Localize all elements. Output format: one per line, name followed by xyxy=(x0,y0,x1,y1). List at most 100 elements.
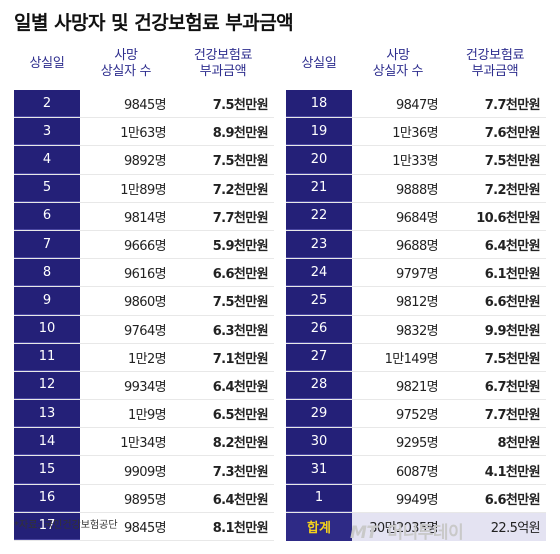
table-row: 15 9909명 7.3천만원 xyxy=(14,456,274,485)
table-row: 17 9845명 8.1천만원 xyxy=(14,512,274,541)
day-cell: 6 xyxy=(14,202,80,230)
day-cell: 10 xyxy=(14,315,80,343)
header-amount: 건강보험료 부과금액 xyxy=(465,48,525,79)
deaths-cell: 9764명 xyxy=(123,323,167,339)
day-cell: 8 xyxy=(14,259,80,287)
day-cell: 26 xyxy=(286,315,352,343)
logo-text: 머니투데이 xyxy=(387,523,464,543)
amount-cell: 6.7천만원 xyxy=(484,379,541,395)
left-rows: 2 9845명 7.5천만원 3 1만63명 8.9천만원 4 9892명 7.5천만원 5 1만8… xyxy=(14,90,274,541)
deaths-cell: 9821명 xyxy=(395,379,439,395)
day-cell: 22 xyxy=(286,202,352,230)
day-cell: 23 xyxy=(286,230,352,259)
left-table: 상실일 사망 상실자 수 건강보험료 부과금액 2 9845명 7.5천만원 3 1만6… xyxy=(14,42,274,541)
table-row: 13 1만9명 6.5천만원 xyxy=(14,400,274,429)
deaths-cell: 9684명 xyxy=(395,210,439,226)
amount-cell: 6.5천만원 xyxy=(212,408,269,424)
header-amount: 건강보험료 부과금액 xyxy=(193,48,253,79)
deaths-cell: 9832명 xyxy=(395,323,439,339)
table-row: 19 1만36명 7.6천만원 xyxy=(286,118,546,147)
deaths-cell: 9847명 xyxy=(395,98,439,114)
amount-cell: 7.7천만원 xyxy=(484,98,541,114)
day-cell: 9 xyxy=(14,287,80,315)
amount-cell: 6.6천만원 xyxy=(484,295,541,311)
table-row: 3 1만63명 8.9천만원 xyxy=(14,118,274,147)
amount-cell: 5.9천만원 xyxy=(212,239,269,255)
day-cell: 15 xyxy=(14,456,80,484)
amount-cell: 7.3천만원 xyxy=(212,464,269,480)
amount-cell: 7.5천만원 xyxy=(484,351,541,367)
header-day: 상실일 xyxy=(301,56,337,71)
amount-cell: 8.1천만원 xyxy=(212,520,269,536)
amount-cell: 6.3천만원 xyxy=(212,323,269,339)
deaths-cell: 9949명 xyxy=(395,492,439,508)
table-row: 30 9295명 8천만원 xyxy=(286,428,546,457)
deaths-cell: 1만2명 xyxy=(127,351,167,367)
amount-cell: 7.5천만원 xyxy=(212,295,269,311)
table-header: 상실일 사망 상실자 수 건강보험료 부과금액 xyxy=(286,42,546,86)
right-rows: 18 9847명 7.7천만원 19 1만36명 7.6천만원 20 1만33명 7.5천만원 2… xyxy=(286,90,546,541)
table-row: 9 9860명 7.5천만원 xyxy=(14,287,274,316)
day-cell: 29 xyxy=(286,400,352,428)
amount-cell: 8.2천만원 xyxy=(212,436,269,452)
page-title: 일별 사망자 및 건강보험료 부과금액 xyxy=(14,12,294,34)
deaths-cell: 1만63명 xyxy=(120,126,166,142)
day-cell: 20 xyxy=(286,146,352,174)
day-cell: 25 xyxy=(286,287,352,315)
deaths-cell: 9892명 xyxy=(123,154,167,170)
deaths-cell: 1만149명 xyxy=(384,351,439,367)
deaths-cell: 9812명 xyxy=(395,295,439,311)
deaths-cell: 6087명 xyxy=(395,464,439,480)
deaths-cell: 9666명 xyxy=(123,239,167,255)
deaths-cell: 9688명 xyxy=(395,239,439,255)
day-cell: 19 xyxy=(286,118,352,146)
amount-cell: 7.2천만원 xyxy=(484,182,541,198)
day-cell: 11 xyxy=(14,343,80,371)
deaths-cell: 1만34명 xyxy=(120,436,166,452)
table-row: 10 9764명 6.3천만원 xyxy=(14,315,274,344)
amount-cell: 6.6천만원 xyxy=(484,492,541,508)
table-row: 5 1만89명 7.2천만원 xyxy=(14,174,274,203)
deaths-cell: 9845명 xyxy=(123,520,167,536)
total-label: 합계 xyxy=(286,512,352,541)
amount-cell: 7.1천만원 xyxy=(212,351,269,367)
day-cell: 21 xyxy=(286,174,352,202)
deaths-cell: 9909명 xyxy=(123,464,167,480)
table-row: 16 9895명 6.4천만원 xyxy=(14,484,274,513)
deaths-cell: 1만33명 xyxy=(392,154,438,170)
deaths-cell: 9814명 xyxy=(123,210,167,226)
amount-cell: 7.2천만원 xyxy=(212,182,269,198)
amount-cell: 7.6천만원 xyxy=(484,126,541,142)
deaths-cell: 9895명 xyxy=(123,492,167,508)
amount-cell: 9.9천만원 xyxy=(484,323,541,339)
table-row: 14 1만34명 8.2천만원 xyxy=(14,428,274,457)
header-deaths: 사망 상실자 수 xyxy=(372,48,424,79)
table-row: 27 1만149명 7.5천만원 xyxy=(286,343,546,372)
day-cell: 18 xyxy=(286,90,352,118)
logo-mark: MT xyxy=(350,523,378,543)
amount-cell: 6.6천만원 xyxy=(212,267,269,283)
table-row: 20 1만33명 7.5천만원 xyxy=(286,146,546,175)
deaths-cell: 1만36명 xyxy=(392,126,438,142)
deaths-cell: 9860명 xyxy=(123,295,167,311)
deaths-cell: 9295명 xyxy=(395,436,439,452)
day-cell: 12 xyxy=(14,371,80,400)
amount-cell: 7.7천만원 xyxy=(212,210,269,226)
table-row: 1 9949명 6.6천만원 xyxy=(286,484,546,513)
deaths-cell: 9752명 xyxy=(395,408,439,424)
amount-cell: 7.5천만원 xyxy=(212,154,269,170)
day-cell: 5 xyxy=(14,174,80,202)
right-table: 상실일 사망 상실자 수 건강보험료 부과금액 18 9847명 7.7천만원 19 1… xyxy=(286,42,546,541)
header-deaths: 사망 상실자 수 xyxy=(100,48,152,79)
amount-cell: 7.7천만원 xyxy=(484,408,541,424)
day-cell: 4 xyxy=(14,146,80,174)
deaths-cell: 1만89명 xyxy=(120,182,166,198)
table-row: 11 1만2명 7.1천만원 xyxy=(14,343,274,372)
table-row: 22 9684명 10.6천만원 xyxy=(286,202,546,231)
day-cell: 31 xyxy=(286,456,352,484)
table-header: 상실일 사망 상실자 수 건강보험료 부과금액 xyxy=(14,42,274,86)
table-row: 31 6087명 4.1천만원 xyxy=(286,456,546,485)
amount-cell: 6.1천만원 xyxy=(484,267,541,283)
day-cell: 17 xyxy=(14,512,80,540)
publisher-logo: MT 머니투데이 xyxy=(350,518,464,543)
